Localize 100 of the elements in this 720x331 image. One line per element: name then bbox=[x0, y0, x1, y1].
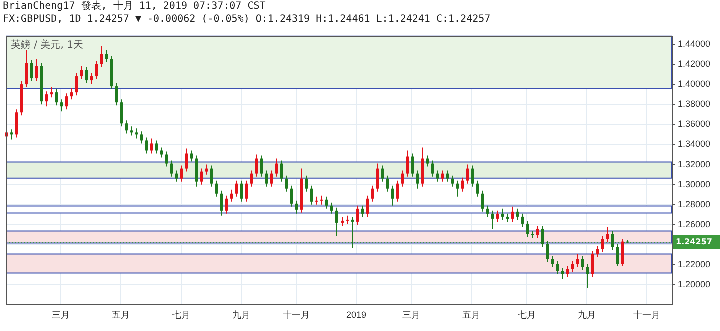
candlestick bbox=[210, 165, 213, 188]
candlestick bbox=[356, 205, 359, 226]
candlestick bbox=[15, 109, 18, 138]
candlestick bbox=[591, 250, 594, 278]
candlestick bbox=[220, 190, 223, 216]
candlestick bbox=[606, 226, 609, 243]
candlestick bbox=[195, 155, 198, 188]
candlestick bbox=[546, 240, 549, 263]
candlestick bbox=[556, 260, 559, 275]
candlestick bbox=[621, 238, 624, 267]
candlestick bbox=[45, 91, 48, 108]
candlestick bbox=[150, 138, 153, 154]
candlestick bbox=[335, 207, 338, 236]
candlestick bbox=[130, 126, 133, 136]
candlestick bbox=[576, 254, 579, 268]
candlestick bbox=[115, 83, 118, 106]
candlestick bbox=[471, 165, 474, 188]
candlestick bbox=[235, 180, 238, 198]
x-tick-label: 三月 bbox=[402, 310, 421, 320]
candlestick bbox=[401, 170, 404, 188]
x-tick-label: 五月 bbox=[112, 310, 130, 320]
candlestick bbox=[180, 165, 183, 182]
candlestick bbox=[426, 155, 429, 168]
chart-title: BrianCheng17 發表, 十月 11, 2019 07:37:07 CST bbox=[3, 0, 267, 13]
y-tick-label: 1.36000 bbox=[678, 119, 711, 130]
candlestick bbox=[526, 220, 529, 238]
candlestick bbox=[25, 50, 28, 88]
candlestick bbox=[185, 148, 188, 172]
candlestick bbox=[155, 140, 158, 154]
candlestick bbox=[581, 256, 584, 271]
candlestick bbox=[95, 60, 98, 80]
x-tick-label: 九月 bbox=[232, 310, 250, 320]
x-tick-label: 七月 bbox=[518, 310, 536, 320]
x-tick-label: 2019 bbox=[346, 310, 367, 320]
candlestick bbox=[255, 154, 258, 178]
candlestick bbox=[125, 120, 128, 134]
y-tick-label: 1.26000 bbox=[678, 219, 711, 230]
candlestick bbox=[295, 200, 298, 214]
candlestick bbox=[65, 93, 68, 110]
candlestick bbox=[275, 158, 278, 178]
candlestick bbox=[481, 190, 484, 212]
candlestick bbox=[140, 131, 143, 144]
candlestick bbox=[496, 210, 499, 222]
candlestick bbox=[571, 260, 574, 273]
candlestick bbox=[341, 216, 344, 226]
candlestick bbox=[105, 50, 108, 63]
candlestick bbox=[456, 180, 459, 198]
candlestick bbox=[361, 205, 364, 218]
candlestick bbox=[366, 195, 369, 218]
y-tick-label: 1.42000 bbox=[678, 58, 711, 69]
candlestick bbox=[10, 129, 13, 140]
candlestick bbox=[561, 268, 564, 280]
candlestick bbox=[601, 235, 604, 253]
candlestick bbox=[521, 213, 524, 228]
annotation: 英鎊 / 美元, 1天 bbox=[11, 38, 84, 51]
x-tick-label: 十一月 bbox=[282, 310, 310, 320]
candlestick bbox=[170, 160, 173, 178]
candlestick bbox=[35, 58, 38, 82]
candlestick bbox=[376, 163, 379, 192]
candlestick bbox=[80, 66, 83, 80]
candlestick bbox=[381, 165, 384, 182]
candlestick bbox=[431, 160, 434, 178]
candlestick bbox=[310, 185, 313, 206]
candlestick bbox=[371, 185, 374, 202]
x-tick-label: 九月 bbox=[578, 310, 596, 320]
candlestick bbox=[486, 205, 489, 218]
candlestick bbox=[516, 208, 519, 220]
candlestick bbox=[55, 89, 58, 106]
candlestick bbox=[541, 225, 544, 248]
candlestick bbox=[325, 196, 328, 210]
candlestick bbox=[411, 153, 414, 178]
candlestick bbox=[290, 185, 293, 208]
candlestick bbox=[50, 87, 53, 98]
candlestick bbox=[596, 246, 599, 258]
candlestick bbox=[320, 195, 323, 206]
candlestick bbox=[190, 150, 193, 162]
candlestick bbox=[120, 99, 123, 128]
candlestick bbox=[616, 244, 619, 267]
y-tick-label: 1.44000 bbox=[678, 38, 711, 49]
candlestick bbox=[30, 60, 33, 82]
candlestick bbox=[406, 150, 409, 178]
y-tick-label: 1.22000 bbox=[678, 260, 711, 270]
chart-subtitle: FX:GBPUSD, 1D 1.24257 ▼ -0.00062 (-0.05%) O:1.24319 H:1.24461 L:1.24241 C:1.24257 bbox=[3, 13, 492, 26]
candlestick bbox=[75, 73, 78, 96]
y-tick-label: 1.32000 bbox=[678, 159, 711, 170]
candlestick bbox=[416, 170, 419, 190]
candlestick bbox=[205, 164, 208, 176]
candlestick bbox=[260, 155, 263, 178]
candlestick bbox=[90, 73, 93, 86]
candlestick bbox=[436, 170, 439, 182]
x-tick-label: 七月 bbox=[172, 310, 190, 320]
candlestick bbox=[165, 151, 168, 168]
candlestick bbox=[245, 180, 248, 202]
candlestick bbox=[451, 175, 454, 188]
candlestick bbox=[351, 216, 354, 249]
candlestick bbox=[611, 230, 614, 251]
y-tick-label: 1.40000 bbox=[678, 79, 711, 90]
candlestick bbox=[280, 160, 283, 182]
candlestick bbox=[551, 256, 554, 268]
candlestick bbox=[566, 266, 569, 278]
